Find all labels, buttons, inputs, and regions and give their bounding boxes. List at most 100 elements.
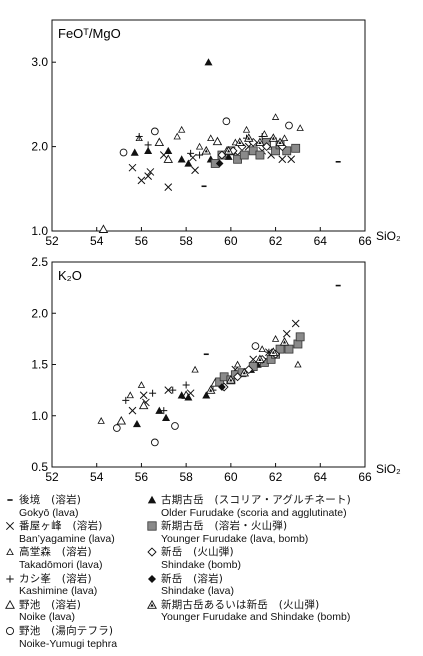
x-tick-label: 66: [358, 470, 372, 484]
small-open-triangle-icon: [6, 548, 14, 556]
data-point-younger-furudake: [284, 344, 294, 354]
legend-label-ja: 新期古岳 (溶岩・火山弾): [161, 520, 288, 533]
data-point-older-furudake: [155, 406, 164, 414]
data-point-younger-furudake-shindake: [275, 137, 285, 147]
data-point-banyagamine: [164, 183, 173, 191]
y-tick-label: 1.5: [31, 358, 48, 372]
legend-item-gokyo: 後境 (溶岩) Gokyō (lava): [4, 494, 134, 519]
legend-label-ja: 野池 (溶岩): [19, 598, 82, 611]
data-point-older-furudake: [144, 146, 153, 155]
data-point-takadomori: [173, 132, 181, 140]
data-point-younger-furudake-shindake: [268, 347, 279, 356]
data-point-older-furudake: [184, 393, 193, 401]
legend-label-en: Shindake (bomb): [161, 558, 241, 571]
y-tick-label: 2.5: [31, 255, 48, 269]
data-point-younger-furudake-shindake: [268, 133, 279, 142]
data-point-kashimine: [122, 396, 130, 404]
data-point-banyagamine: [287, 155, 296, 164]
x-tick-label: 52: [45, 470, 59, 484]
data-point-banyagamine: [291, 319, 300, 328]
data-point-kashimine: [187, 149, 195, 157]
data-point-older-furudake: [177, 155, 186, 163]
data-point-kashimine: [169, 386, 177, 394]
legend-item-shindake-lava: 新岳 (溶岩) Shindake (lava): [146, 573, 421, 598]
data-point-takadomori: [177, 125, 186, 133]
legend-label-en: Noike-Yumugi tephra: [19, 637, 118, 650]
x-tick-label: 56: [135, 234, 149, 248]
data-point-noike: [98, 224, 109, 233]
data-point-older-furudake: [164, 146, 173, 155]
data-point-older-furudake: [130, 148, 139, 156]
data-point-older-furudake: [202, 391, 211, 399]
data-point-younger-furudake: [271, 146, 280, 156]
open-diamond-icon: [147, 547, 157, 558]
legend-left-column: 後境 (溶岩) Gokyō (lava) 番屋ヶ峰 (溶岩) Ban’yagam…: [4, 494, 134, 651]
data-point-noike-yumugi: [222, 117, 231, 126]
legend-item-takadomori: 高堂森 (溶岩) Takadōmori (lava): [4, 546, 134, 571]
data-point-younger-furudake: [255, 150, 265, 160]
x-tick-label: 52: [45, 234, 59, 248]
data-point-banyagamine: [137, 176, 146, 185]
feo-mgo-xlabel: SiO₂: [376, 229, 401, 243]
data-point-kashimine: [196, 151, 204, 159]
legend-label-en: Gokyō (lava): [19, 506, 79, 519]
legend-label-ja: 新岳 (火山弾): [161, 546, 234, 559]
data-point-banyagamine: [139, 391, 148, 400]
legend-item-noike: 野池 (溶岩) Noike (lava): [4, 599, 134, 624]
data-point-noike-yumugi: [112, 424, 121, 432]
k2o-xlabel: SiO₂: [376, 462, 401, 476]
data-point-banyagamine: [128, 163, 137, 172]
legend-item-banyagamine: 番屋ヶ峰 (溶岩) Ban’yagamine (lava): [4, 520, 134, 545]
data-point-younger-furudake-shindake: [243, 133, 254, 142]
legend-label-ja: 新岳 (溶岩): [161, 572, 224, 585]
data-point-noike: [154, 137, 165, 147]
data-point-takadomori: [207, 134, 215, 142]
x-tick-label: 62: [269, 470, 283, 484]
data-point-takadomori: [242, 125, 251, 133]
data-point-younger-furudake-shindake: [255, 137, 265, 147]
short-bar-icon: [7, 499, 13, 501]
x-tick-label: 66: [358, 234, 372, 248]
data-point-older-furudake: [162, 413, 171, 421]
data-point-banyagamine: [282, 329, 291, 338]
data-point-noike-yumugi: [119, 148, 128, 157]
legend-label-en: Younger Furudake (lava, bomb): [161, 532, 309, 545]
data-point-takadomori: [294, 360, 302, 368]
filled-triangle-icon: [147, 495, 157, 504]
data-point-takadomori: [126, 391, 134, 399]
data-point-younger-furudake-shindake: [279, 337, 290, 346]
data-point-shindake-bomb: [244, 365, 254, 375]
legend-label-ja: カシ峯 (溶岩): [19, 572, 92, 585]
k2o-ylabel: K₂O: [58, 268, 82, 283]
data-point-banyagamine: [146, 168, 155, 176]
data-point-takadomori: [280, 134, 289, 142]
data-point-younger-furudake: [291, 143, 301, 153]
data-point-older-furudake: [204, 58, 213, 66]
legend-item-older-furudake: 古期古岳 (スコリア・アグルチネート) Older Furudake (scor…: [146, 494, 421, 519]
data-point-younger-furudake-shindake: [239, 367, 250, 377]
feo-mgo-plot-frame: [51, 19, 366, 232]
data-point-takadomori: [271, 113, 280, 120]
data-point-noike: [116, 415, 127, 425]
data-point-banyagamine: [128, 406, 137, 415]
data-point-banyagamine: [278, 155, 287, 164]
legend-item-noike-yumugi: 野池 (湯向テフラ) Noike-Yumugi tephra: [4, 625, 134, 650]
legend-label-en: Shindake (lava): [161, 585, 234, 598]
data-point-younger-furudake-shindake: [226, 374, 236, 384]
legend-item-kashimine: カシ峯 (溶岩) Kashimine (lava): [4, 573, 134, 598]
data-point-older-furudake: [184, 159, 193, 167]
data-point-younger-furudake-shindake: [201, 145, 212, 155]
data-point-kashimine: [182, 381, 190, 389]
plus-icon: [6, 574, 14, 583]
y-tick-label: 2.0: [31, 306, 48, 320]
legend-label-en: Ban’yagamine (lava): [19, 532, 115, 545]
data-point-banyagamine: [164, 386, 173, 394]
cross-icon: [5, 522, 15, 531]
x-tick-label: 54: [90, 234, 104, 248]
data-point-noike-yumugi: [171, 422, 179, 430]
data-point-takadomori: [195, 142, 204, 150]
legend-label-ja: 古期古岳 (スコリア・アグルチネート): [161, 494, 351, 506]
data-point-noike-yumugi: [150, 127, 159, 136]
x-tick-label: 58: [179, 234, 193, 248]
gray-square-icon: [147, 521, 157, 531]
